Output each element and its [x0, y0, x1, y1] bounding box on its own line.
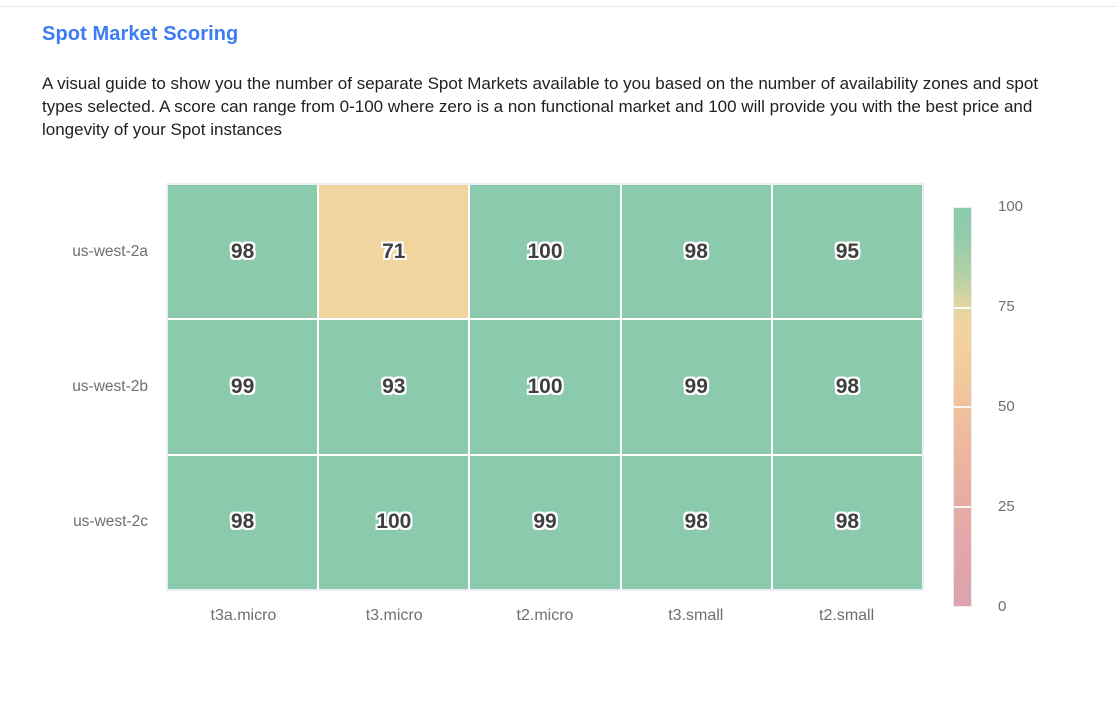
heatmap-cell-us-west-2a-t3.small[interactable]: 98 [621, 185, 771, 319]
page-title: Spot Market Scoring [42, 23, 239, 45]
heatmap-cell-us-west-2c-t3a.micro[interactable]: 98 [168, 455, 318, 589]
col-label-t3.small: t3.small [668, 607, 724, 624]
cell-value: 98 [684, 239, 708, 263]
cell-value: 93 [382, 374, 406, 398]
heatmap-cell-us-west-2c-t3.small[interactable]: 98 [621, 455, 771, 589]
heatmap-cell-us-west-2c-t3.micro[interactable]: 100 [319, 455, 469, 589]
cell-value: 98 [230, 239, 255, 263]
colorbar-tick-line [954, 406, 971, 408]
row-label-us-west-2b: us-west-2b [72, 377, 148, 395]
col-label-t3a.micro: t3a.micro [210, 607, 277, 624]
row-label-us-west-2a: us-west-2a [72, 243, 148, 261]
heatmap-cell-us-west-2a-t2.micro[interactable]: 100 [470, 185, 620, 319]
heatmap-row-labels: us-west-2a us-west-2b us-west-2c [0, 185, 148, 589]
heatmap-cell-us-west-2a-t3.micro[interactable]: 71 [319, 185, 469, 319]
heatmap-cell-us-west-2b-t2.small[interactable]: 98 [772, 320, 922, 454]
cell-value: 71 [382, 239, 406, 263]
colorbar-tick-line [954, 505, 971, 508]
top-divider [0, 6, 1118, 7]
cell-value: 99 [230, 374, 255, 398]
heatmap-cell-us-west-2c-t2.small[interactable]: 98 [772, 455, 922, 589]
spot-market-heatmap: 98 71 100 98 95 99 93 100 99 98 98 100 99 98 98 [166, 183, 924, 591]
colorbar-tick-75: 75 [998, 298, 1015, 315]
cell-value: 99 [533, 510, 557, 534]
col-label-t3.micro: t3.micro [365, 607, 423, 624]
cell-value: 100 [527, 374, 563, 398]
colorbar-tick-50: 50 [998, 398, 1015, 415]
colorbar-tick-100: 100 [998, 198, 1024, 215]
cell-value: 98 [230, 510, 255, 534]
colorbar-tick-0: 0 [998, 598, 1007, 615]
col-label-t2.micro: t2.micro [516, 607, 574, 624]
heatmap-cell-us-west-2b-t3.small[interactable]: 99 [621, 320, 771, 454]
colorbar-tick-line [954, 306, 971, 309]
heatmap-cell-us-west-2b-t3a.micro[interactable]: 99 [168, 320, 318, 454]
heatmap-cell-us-west-2b-t2.micro[interactable]: 100 [470, 320, 620, 454]
heatmap-column-labels: t3a.micro t3.micro t2.micro t3.small t2.smal… [168, 605, 922, 627]
cell-value: 100 [376, 510, 412, 534]
row-label-us-west-2c: us-west-2c [73, 512, 148, 530]
cell-value: 99 [684, 374, 708, 398]
cell-value: 95 [835, 239, 860, 263]
colorbar-gradient [953, 207, 972, 607]
col-label-t2.small: t2.small [819, 607, 875, 624]
heatmap-cell-us-west-2a-t3a.micro[interactable]: 98 [168, 185, 318, 319]
cell-value: 100 [527, 239, 563, 263]
page-description: A visual guide to show you the number of… [42, 74, 1039, 139]
cell-value: 98 [835, 374, 860, 398]
cell-value: 98 [684, 510, 708, 534]
cell-value: 98 [835, 510, 860, 534]
colorbar-tick-25: 25 [998, 498, 1015, 515]
heatmap-cell-us-west-2a-t2.small[interactable]: 95 [772, 185, 922, 319]
heatmap-cell-us-west-2c-t2.micro[interactable]: 99 [470, 455, 620, 589]
heatmap-cell-us-west-2b-t3.micro[interactable]: 93 [319, 320, 469, 454]
